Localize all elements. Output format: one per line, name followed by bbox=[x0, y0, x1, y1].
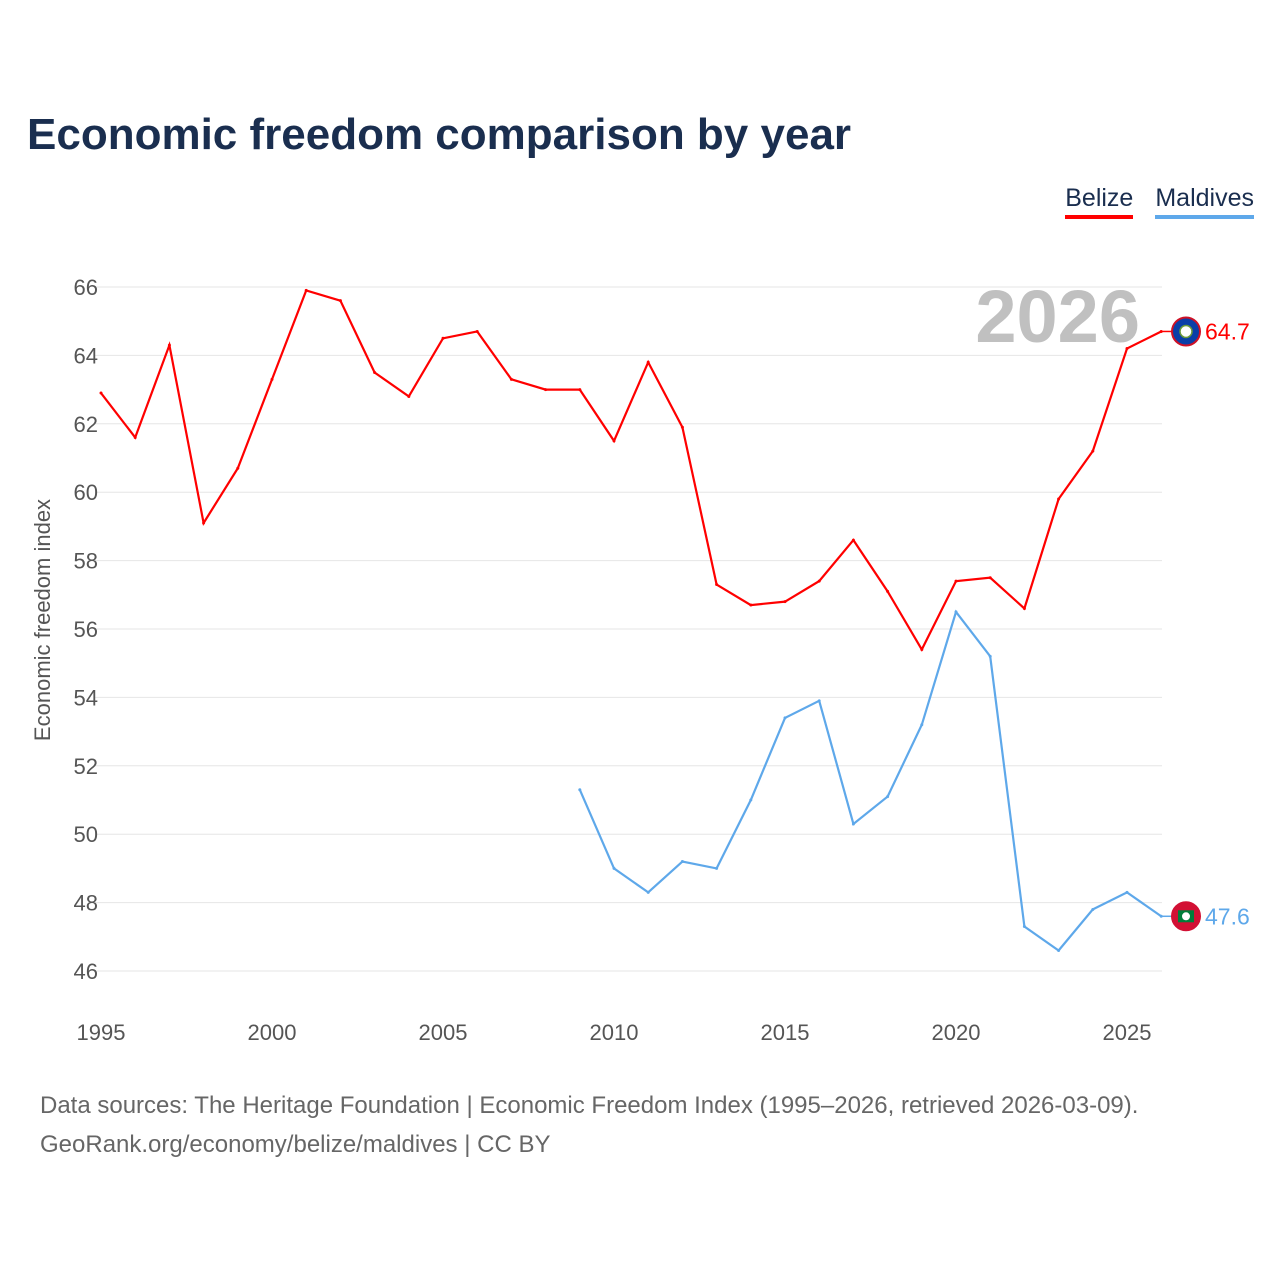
data-point-maldives bbox=[612, 866, 616, 870]
data-point-maldives bbox=[817, 699, 821, 703]
data-point-belize bbox=[441, 336, 445, 340]
chart-title: Economic freedom comparison by year bbox=[27, 110, 852, 159]
data-point-belize bbox=[236, 466, 240, 470]
year-watermark: 2026 bbox=[975, 275, 1140, 358]
data-point-maldives bbox=[680, 860, 684, 864]
data-point-belize bbox=[99, 391, 103, 395]
y-tick-label: 50 bbox=[74, 822, 98, 847]
data-point-belize bbox=[680, 425, 684, 429]
data-point-belize bbox=[646, 360, 650, 364]
y-tick-label: 46 bbox=[74, 959, 98, 984]
y-tick-label: 48 bbox=[74, 891, 98, 916]
data-point-belize bbox=[304, 288, 308, 292]
data-point-belize bbox=[988, 576, 992, 580]
y-tick-label: 58 bbox=[74, 549, 98, 574]
x-tick-label: 2000 bbox=[248, 1020, 297, 1045]
y-tick-label: 60 bbox=[74, 480, 98, 505]
data-point-maldives bbox=[783, 716, 787, 720]
x-tick-label: 1995 bbox=[77, 1020, 126, 1045]
flag-crescent bbox=[1182, 912, 1190, 921]
data-point-belize bbox=[612, 439, 616, 443]
data-point-belize bbox=[407, 394, 411, 398]
data-point-belize bbox=[202, 521, 206, 525]
y-tick-label: 64 bbox=[74, 343, 98, 368]
y-tick-label: 54 bbox=[74, 685, 98, 710]
data-point-belize bbox=[1125, 347, 1129, 351]
legend-belize[interactable]: Belize bbox=[1065, 184, 1134, 219]
data-point-maldives bbox=[954, 610, 958, 614]
footer: Data sources: The Heritage Foundation | … bbox=[40, 1086, 1138, 1164]
data-point-belize bbox=[373, 371, 377, 374]
flag-emblem bbox=[1179, 324, 1193, 339]
data-point-maldives bbox=[578, 788, 582, 792]
data-point-belize bbox=[954, 579, 958, 583]
end-value-label: 47.6 bbox=[1205, 903, 1250, 929]
data-point-belize bbox=[133, 435, 137, 439]
data-point-belize bbox=[544, 388, 548, 392]
data-point-maldives bbox=[749, 798, 753, 802]
x-tick-label: 2025 bbox=[1103, 1020, 1152, 1045]
data-point-maldives bbox=[1091, 907, 1095, 911]
data-point-belize bbox=[1091, 449, 1095, 453]
y-tick-label: 56 bbox=[74, 617, 98, 642]
data-point-belize bbox=[338, 299, 342, 303]
x-tick-label: 2010 bbox=[590, 1020, 639, 1045]
x-tick-label: 2020 bbox=[932, 1020, 981, 1045]
data-point-maldives bbox=[715, 866, 719, 870]
data-point-belize bbox=[509, 377, 513, 381]
source-text: Data sources: The Heritage Foundation | … bbox=[40, 1092, 1139, 1119]
data-point-belize bbox=[475, 329, 479, 333]
x-tick-label: 2005 bbox=[419, 1020, 468, 1045]
y-axis-label: Economic freedom index bbox=[30, 499, 55, 741]
data-point-belize bbox=[817, 579, 821, 583]
legend: Belize Maldives bbox=[1065, 184, 1254, 219]
data-point-belize bbox=[167, 343, 171, 347]
data-point-belize bbox=[1022, 606, 1026, 610]
data-point-belize bbox=[715, 583, 719, 587]
data-point-maldives bbox=[1022, 925, 1026, 929]
data-point-maldives bbox=[920, 723, 924, 727]
data-point-belize bbox=[851, 538, 855, 542]
legend-maldives[interactable]: Maldives bbox=[1155, 184, 1254, 219]
data-point-belize bbox=[578, 388, 582, 392]
y-tick-label: 66 bbox=[74, 275, 98, 300]
series-line-belize bbox=[100, 289, 1162, 652]
data-point-belize bbox=[1057, 497, 1061, 501]
data-point-maldives bbox=[988, 654, 992, 658]
y-tick-label: 52 bbox=[74, 754, 98, 779]
data-point-maldives bbox=[646, 890, 650, 894]
data-point-maldives bbox=[851, 822, 855, 826]
data-point-belize bbox=[886, 589, 890, 593]
series-line-maldives bbox=[578, 609, 1162, 952]
data-point-belize bbox=[920, 648, 924, 652]
data-point-maldives bbox=[1057, 948, 1061, 952]
data-point-maldives bbox=[886, 795, 890, 799]
data-point-belize bbox=[749, 603, 753, 607]
x-tick-label: 2015 bbox=[761, 1020, 810, 1045]
data-point-belize bbox=[783, 600, 787, 604]
source-link[interactable]: GeoRank.org/economy/belize/maldives | CC… bbox=[40, 1131, 551, 1158]
y-tick-label: 62 bbox=[74, 412, 98, 437]
data-point-maldives bbox=[1125, 890, 1129, 894]
data-point-belize bbox=[270, 377, 274, 381]
end-value-label: 64.7 bbox=[1205, 318, 1250, 344]
